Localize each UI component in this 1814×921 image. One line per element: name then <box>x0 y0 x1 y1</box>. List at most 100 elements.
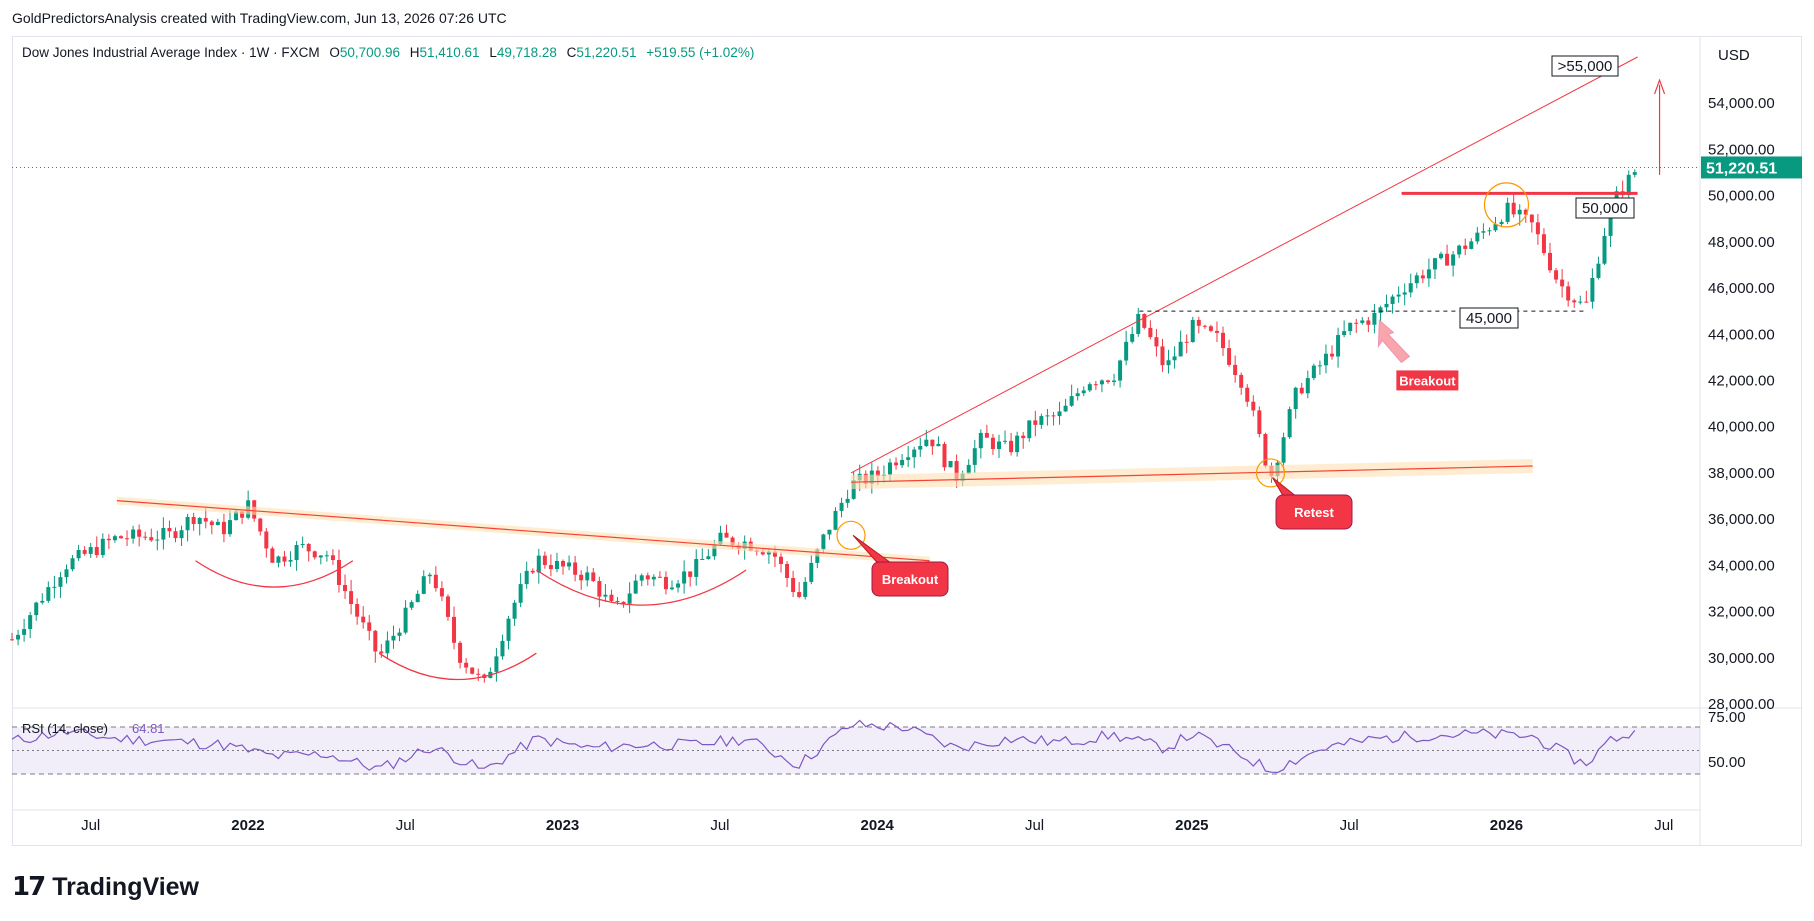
candle-body[interactable] <box>500 640 505 657</box>
candle-body[interactable] <box>1517 209 1522 215</box>
candle-body[interactable] <box>1130 333 1135 342</box>
candle-body[interactable] <box>1511 202 1516 215</box>
candle-body[interactable] <box>1069 396 1074 406</box>
candle-body[interactable] <box>1541 234 1546 253</box>
candle-body[interactable] <box>663 576 668 590</box>
candle-body[interactable] <box>688 571 693 577</box>
candle-body[interactable] <box>355 604 360 617</box>
candle-body[interactable] <box>379 651 384 654</box>
candle-body[interactable] <box>724 532 729 538</box>
candle-body[interactable] <box>1245 387 1250 402</box>
candle-body[interactable] <box>1099 380 1104 385</box>
candle-body[interactable] <box>1112 380 1117 383</box>
candle-body[interactable] <box>712 544 717 557</box>
candle-body[interactable] <box>1093 384 1098 386</box>
candle-body[interactable] <box>1632 172 1637 175</box>
candle-body[interactable] <box>1439 253 1444 259</box>
candle-body[interactable] <box>1003 440 1008 442</box>
candle-body[interactable] <box>536 555 541 573</box>
candle-body[interactable] <box>766 551 771 555</box>
candle-body[interactable] <box>839 502 844 511</box>
candle-body[interactable] <box>1196 319 1201 326</box>
candle-body[interactable] <box>1221 332 1226 349</box>
candle-body[interactable] <box>1366 320 1371 325</box>
candle-body[interactable] <box>676 583 681 588</box>
candle-body[interactable] <box>621 601 626 604</box>
candle-body[interactable] <box>1323 353 1328 366</box>
candle-body[interactable] <box>1202 325 1207 327</box>
candle-body[interactable] <box>542 555 547 566</box>
candle-body[interactable] <box>972 448 977 465</box>
candle-body[interactable] <box>312 551 317 558</box>
candle-body[interactable] <box>58 577 63 587</box>
candle-body[interactable] <box>1523 209 1528 215</box>
candle-body[interactable] <box>1408 283 1413 293</box>
candle-body[interactable] <box>1148 327 1153 338</box>
candle-body[interactable] <box>1227 348 1232 365</box>
candle-body[interactable] <box>918 445 923 450</box>
candle-body[interactable] <box>694 559 699 577</box>
cup-arc-bottom[interactable] <box>378 652 537 681</box>
candle-body[interactable] <box>1590 277 1595 302</box>
candle-body[interactable] <box>409 602 414 608</box>
candle-body[interactable] <box>530 570 535 573</box>
candle-body[interactable] <box>1402 292 1407 295</box>
candle-body[interactable] <box>700 558 705 560</box>
candle-body[interactable] <box>1384 303 1389 308</box>
candle-body[interactable] <box>785 563 790 578</box>
candle-body[interactable] <box>1457 245 1462 255</box>
candle-body[interactable] <box>427 574 432 577</box>
candle-body[interactable] <box>506 618 511 641</box>
candle-body[interactable] <box>149 537 154 541</box>
candle-body[interactable] <box>561 560 566 567</box>
candle-body[interactable] <box>397 632 402 636</box>
candle-body[interactable] <box>827 529 832 535</box>
candle-body[interactable] <box>76 550 81 559</box>
candle-body[interactable] <box>1239 374 1244 388</box>
candle-body[interactable] <box>1445 253 1450 266</box>
candle-body[interactable] <box>706 556 711 559</box>
candle-body[interactable] <box>1463 245 1468 249</box>
candle-body[interactable] <box>264 531 269 549</box>
candle-body[interactable] <box>797 592 802 597</box>
candle-body[interactable] <box>476 673 481 675</box>
candle-body[interactable] <box>88 547 93 554</box>
candle-body[interactable] <box>1499 221 1504 225</box>
candle-body[interactable] <box>1602 235 1607 264</box>
candle-body[interactable] <box>22 629 27 635</box>
candle-body[interactable] <box>1142 314 1147 328</box>
candle-body[interactable] <box>1051 415 1056 417</box>
candle-body[interactable] <box>942 443 947 468</box>
candle-body[interactable] <box>1124 341 1129 361</box>
candle-body[interactable] <box>70 558 75 570</box>
candle-body[interactable] <box>1057 411 1062 417</box>
candle-body[interactable] <box>1414 275 1419 284</box>
candle-body[interactable] <box>234 511 239 521</box>
candle-body[interactable] <box>1475 232 1480 242</box>
candle-body[interactable] <box>1015 435 1020 453</box>
candle-body[interactable] <box>1560 279 1565 287</box>
candle-body[interactable] <box>1184 341 1189 343</box>
candle-body[interactable] <box>197 518 202 524</box>
candle-body[interactable] <box>1281 437 1286 463</box>
candle-body[interactable] <box>282 556 287 562</box>
candle-body[interactable] <box>1160 346 1165 366</box>
candle-body[interactable] <box>1251 401 1256 411</box>
candle-body[interactable] <box>46 587 51 601</box>
candle-body[interactable] <box>143 536 148 538</box>
candle-body[interactable] <box>452 616 457 643</box>
candle-body[interactable] <box>361 616 366 623</box>
candle-body[interactable] <box>203 518 208 522</box>
candle-body[interactable] <box>609 594 614 601</box>
candle-body[interactable] <box>421 576 426 594</box>
candle-body[interactable] <box>1554 270 1559 280</box>
candle-body[interactable] <box>984 432 989 438</box>
breakout-callout-2-box[interactable] <box>1396 370 1459 391</box>
candle-body[interactable] <box>1027 420 1032 439</box>
candle-body[interactable] <box>131 529 136 539</box>
candle-body[interactable] <box>16 634 21 640</box>
candle-body[interactable] <box>1505 202 1510 222</box>
candle-body[interactable] <box>1178 341 1183 357</box>
candle-body[interactable] <box>1154 337 1159 347</box>
candle-body[interactable] <box>330 555 335 561</box>
